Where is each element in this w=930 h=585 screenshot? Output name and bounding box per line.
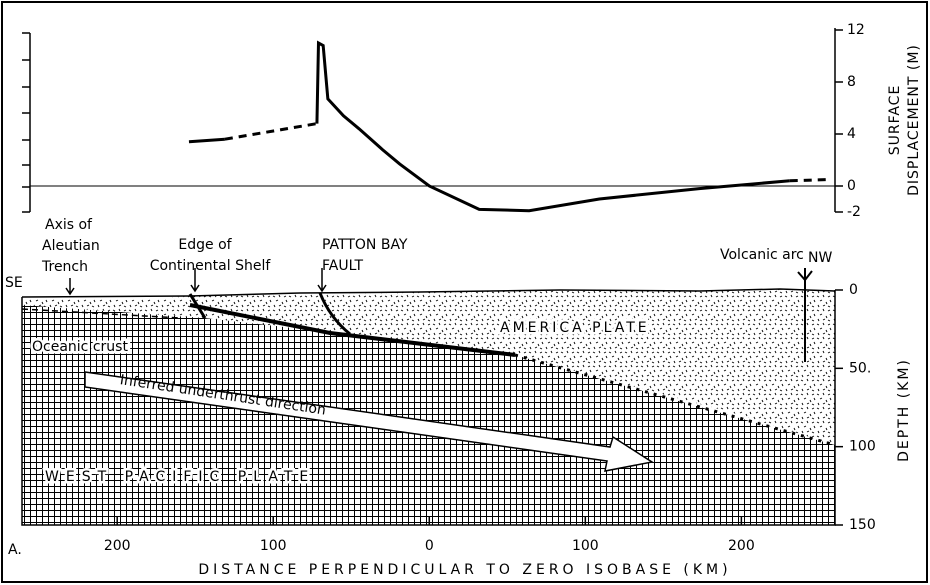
x-tick-label: 100 — [260, 538, 287, 554]
y-tick-label: 100 — [849, 439, 876, 455]
y-tick-label: 150 — [849, 517, 876, 533]
y-tick-label: -2 — [847, 204, 861, 220]
annotation: Edge of — [178, 237, 232, 253]
annotation: PATTON BAY — [322, 237, 408, 253]
y-axis-label: SURFACE — [887, 85, 903, 156]
annotation: Trench — [41, 259, 88, 275]
annotation: AMERICA PLATE — [500, 320, 650, 336]
x-tick-label: 200 — [104, 538, 131, 554]
y-tick-label: 12 — [847, 22, 865, 38]
panel-label: A. — [8, 542, 22, 558]
displacement-line — [790, 180, 829, 181]
annotation: NW — [808, 250, 832, 266]
annotation: WEST PACIFIC PLATE — [45, 469, 315, 485]
y-tick-label: 8 — [847, 74, 856, 90]
y-tick-label: 0 — [847, 178, 856, 194]
x-tick-label: 200 — [728, 538, 755, 554]
y-axis-label: DISPLACEMENT (M) — [906, 44, 922, 196]
figure: -2 0 4 8 12 SURFACEDISPLACEMENT (M) 200 100 0 100… — [0, 0, 930, 585]
x-tick-label: 100 — [572, 538, 599, 554]
annotation: Volcanic arc — [720, 247, 804, 263]
annotation: Aleutian — [42, 238, 100, 254]
cross-section — [22, 268, 835, 525]
y-axis-label: DEPTH (KM) — [896, 358, 912, 462]
annotation: Oceanic crust — [32, 339, 128, 355]
annotation: Axis of — [45, 217, 93, 233]
annotation: FAULT — [322, 258, 363, 274]
y-tick-label: 4 — [847, 126, 856, 142]
x-axis-label: DISTANCE PERPENDICULAR TO ZERO ISOBASE (… — [198, 562, 731, 578]
x-tick-label: 0 — [425, 538, 434, 554]
y-tick-label: 50. — [849, 360, 871, 376]
annotation: Continental Shelf — [150, 258, 272, 274]
annotation: SE — [5, 275, 23, 291]
y-tick-label: 0 — [849, 282, 858, 298]
